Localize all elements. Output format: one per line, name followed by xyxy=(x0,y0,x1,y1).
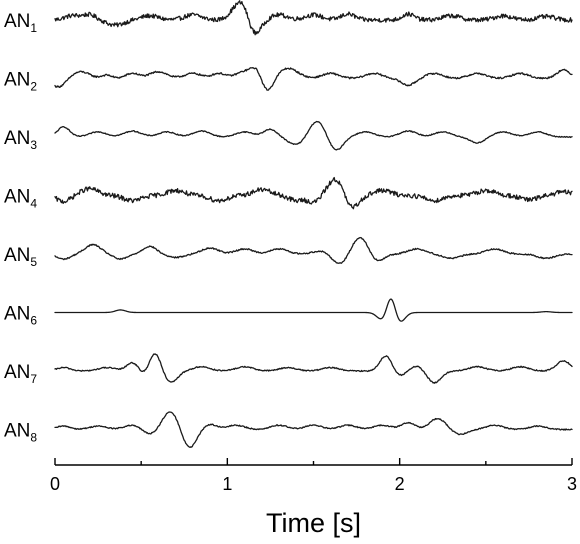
channel-label-an7: AN7 xyxy=(4,362,37,386)
channel-label-an6: AN6 xyxy=(4,304,37,328)
channel-label-an2: AN2 xyxy=(4,70,37,94)
trace-an7 xyxy=(54,353,573,384)
trace-an8 xyxy=(54,411,573,449)
trace-an4 xyxy=(54,176,573,210)
trace-an3 xyxy=(54,120,573,151)
channel-label-an5: AN5 xyxy=(4,245,37,269)
x-axis: 0 1 2 3 xyxy=(50,458,577,494)
trace-an1 xyxy=(54,0,573,36)
trace-an6 xyxy=(54,298,573,322)
trace-an2 xyxy=(54,67,573,91)
channel-labels: AN1 AN2 AN3 AN4 AN5 AN6 AN7 AN8 xyxy=(4,11,37,445)
x-tick-label: 2 xyxy=(395,474,405,494)
x-tick-label: 1 xyxy=(222,474,232,494)
channel-label-an8: AN8 xyxy=(4,421,37,445)
channel-label-an1: AN1 xyxy=(4,11,37,35)
x-tick-label: 0 xyxy=(50,474,60,494)
x-axis-title: Time [s] xyxy=(266,508,361,538)
channel-label-an4: AN4 xyxy=(4,187,37,211)
trace-an5 xyxy=(54,236,573,264)
signal-traces xyxy=(54,0,573,449)
x-tick-label: 3 xyxy=(567,474,577,494)
channel-label-an3: AN3 xyxy=(4,128,37,152)
